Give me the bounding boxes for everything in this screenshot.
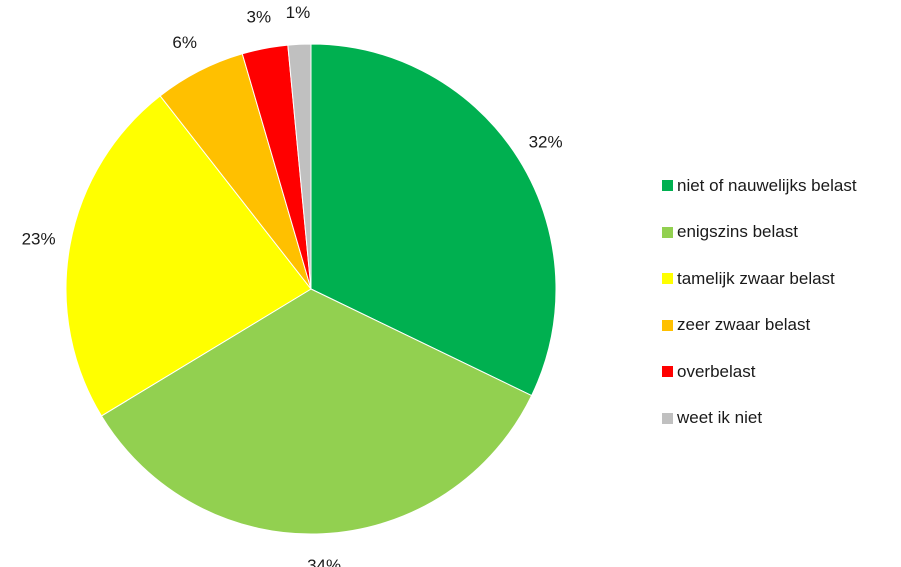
legend-label: weet ik niet [677,408,763,427]
legend-label: niet of nauwelijks belast [677,175,857,195]
legend-swatch [662,226,673,238]
slice-data-label: 34% [307,556,341,567]
slice-labels: 32% 34% 23% 6% 3% 1% [22,3,563,567]
legend-label: tamelijk zwaar belast [677,268,835,288]
pie-slice [100,288,533,535]
legend-swatch [662,319,673,331]
legend-swatch [662,180,673,191]
slice-data-label: 23% [22,230,56,249]
legend-label: enigszins belast [677,222,798,241]
pie-slices [65,43,557,535]
legend-item: overbelast [662,360,857,383]
legend-item: enigszins belast [662,221,857,244]
legend-item: tamelijk zwaar belast [662,267,857,290]
pie-slice [287,43,312,290]
slice-data-label: 3% [247,8,272,27]
legend-swatch [662,366,673,377]
legend-swatch [662,273,673,284]
chart-legend: niet of nauwelijks belast enigszins belas… [662,174,857,453]
legend-label: overbelast [677,361,756,381]
legend-item: zeer zwaar belast [662,314,857,337]
slice-data-label: 32% [529,132,563,151]
pie-slice [65,95,312,417]
pie-slice [310,43,557,397]
slice-data-label: 6% [172,33,197,52]
slice-data-label: 1% [286,3,311,22]
legend-item: niet of nauwelijks belast [662,174,857,197]
legend-item: weet ik niet [662,407,857,430]
legend-label: zeer zwaar belast [677,315,811,334]
legend-swatch [662,412,673,424]
